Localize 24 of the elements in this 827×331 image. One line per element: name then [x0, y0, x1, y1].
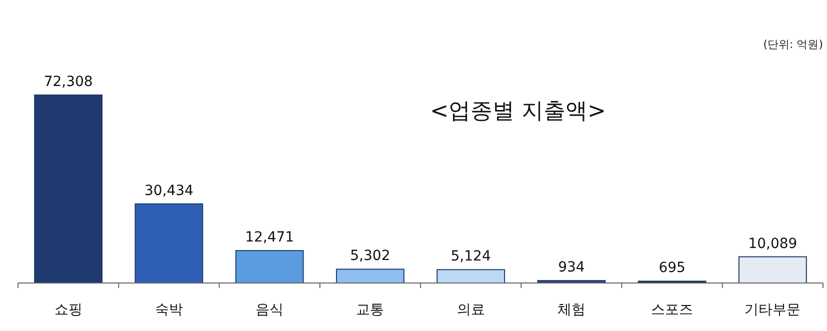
bar	[738, 256, 807, 284]
bar	[134, 203, 204, 284]
data-label: 12,471	[245, 230, 294, 246]
x-tick-label: 스포즈	[651, 302, 694, 318]
x-tick-label: 기타부문	[744, 302, 801, 318]
data-label: 30,434	[144, 182, 194, 199]
x-tick-label: 교통	[356, 302, 384, 318]
data-label: 5,302	[350, 248, 390, 264]
x-tick-label: 쇼핑	[54, 302, 82, 318]
x-tick-label: 체험	[557, 302, 586, 318]
data-label: 5,124	[450, 248, 491, 265]
data-label: 10,089	[748, 236, 798, 252]
bar	[336, 268, 404, 284]
data-label: 695	[658, 260, 686, 276]
x-tick-label: 의료	[456, 302, 485, 318]
data-label: 72,308	[44, 74, 93, 90]
x-tick-label: 음식	[256, 302, 284, 318]
bar	[235, 250, 304, 284]
x-tick-label: 숙박	[154, 302, 183, 318]
data-label: 934	[558, 260, 585, 276]
chart-title: <업종별 지출액>	[430, 99, 606, 124]
bar	[34, 94, 103, 284]
bar	[436, 269, 506, 284]
text: (단위: 억원)	[763, 38, 823, 51]
